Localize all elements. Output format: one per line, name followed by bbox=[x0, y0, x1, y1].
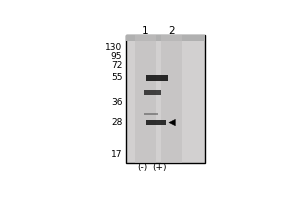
Text: 55: 55 bbox=[111, 73, 122, 82]
Bar bbox=[146, 75, 168, 81]
Text: 2: 2 bbox=[168, 26, 175, 36]
Text: 28: 28 bbox=[111, 118, 122, 127]
Bar bbox=[161, 35, 182, 163]
Text: (+): (+) bbox=[152, 163, 167, 172]
Text: 1: 1 bbox=[142, 26, 149, 36]
Polygon shape bbox=[169, 119, 175, 126]
Text: 72: 72 bbox=[111, 61, 122, 70]
Text: 95: 95 bbox=[111, 52, 122, 61]
Text: 36: 36 bbox=[111, 98, 122, 107]
Bar bbox=[145, 113, 158, 115]
Bar bbox=[144, 90, 161, 95]
Text: 17: 17 bbox=[111, 150, 122, 159]
Bar bbox=[135, 35, 156, 163]
Text: (-): (-) bbox=[137, 163, 147, 172]
Text: 130: 130 bbox=[105, 43, 122, 52]
Bar bbox=[126, 35, 205, 41]
Bar bbox=[146, 120, 166, 125]
Bar bbox=[126, 35, 205, 163]
